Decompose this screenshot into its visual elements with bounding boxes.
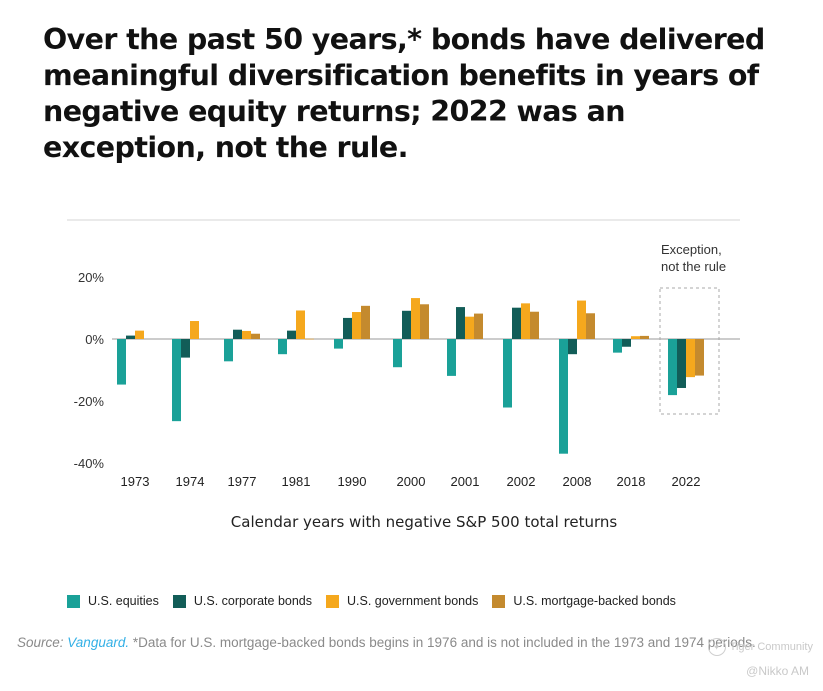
bar-government-1981 (296, 310, 305, 339)
x-tick-label-2018: 2018 (617, 474, 646, 489)
bar-government-2008 (577, 300, 586, 339)
handle-watermark: @Nikko AM (746, 664, 809, 678)
source-label: Source: (17, 635, 64, 650)
source-link-vanguard[interactable]: Vanguard. (67, 635, 130, 650)
chart-legend: U.S. equities U.S. corporate bonds U.S. … (67, 592, 690, 610)
footnote-text: *Data for U.S. mortgage-backed bonds beg… (132, 635, 756, 650)
x-tick-label-1990: 1990 (338, 474, 367, 489)
bar-mortgage-2022 (695, 339, 704, 376)
bar-corporate-1974 (181, 339, 190, 358)
bar-equities-2008 (559, 339, 568, 454)
x-tick-label-2022: 2022 (672, 474, 701, 489)
bar-chart: 20% 0% -20% -40% 1973 1974 1977 1981 1990 2000 20… (67, 219, 740, 531)
bar-government-1977 (242, 330, 251, 339)
bar-equities-2001 (447, 339, 456, 376)
bar-corporate-2022 (677, 339, 686, 388)
bar-equities-2018 (613, 339, 622, 353)
x-tick-label-1977: 1977 (228, 474, 257, 489)
exception-annotation-line-1: Exception, (661, 242, 722, 257)
bar-mortgage-1990 (361, 305, 370, 339)
bar-mortgage-2002 (530, 311, 539, 339)
bar-corporate-1977 (233, 329, 242, 339)
y-tick-label: -40% (74, 456, 105, 471)
community-watermark: ✦ Tiger Community (707, 638, 813, 656)
y-axis: 20% 0% -20% -40% (74, 270, 105, 471)
x-tick-label-2001: 2001 (451, 474, 480, 489)
bar-mortgage-2008 (586, 313, 595, 339)
legend-label-corporate: U.S. corporate bonds (193, 594, 312, 608)
community-watermark-text: Tiger Community (729, 641, 813, 653)
x-axis-label: Calendar years with negative S&P 500 tot… (231, 513, 618, 531)
bar-corporate-2000 (402, 310, 411, 339)
bar-mortgage-2018 (640, 335, 649, 339)
legend-swatch-corporate (172, 594, 186, 608)
legend-swatch-government (326, 594, 339, 608)
x-tick-label-1981: 1981 (282, 474, 311, 489)
bar-corporate-1990 (343, 317, 352, 339)
x-tick-label-1973: 1973 (121, 474, 150, 489)
bar-equities-1981 (278, 339, 287, 355)
legend-item-mortgage: U.S. mortgage-backed bonds (492, 594, 676, 608)
exception-annotation-line-2: not the rule (661, 259, 726, 274)
bar-equities-1990 (334, 339, 343, 349)
legend-item-equities: U.S. equities (67, 594, 159, 608)
bar-government-1990 (352, 312, 361, 339)
bar-government-2018 (631, 336, 640, 339)
bar-mortgage-1981 (305, 338, 314, 340)
y-tick-label: 20% (78, 270, 104, 285)
y-tick-label: 0% (85, 332, 104, 347)
x-tick-label-2000: 2000 (397, 474, 426, 489)
x-axis: 1973 1974 1977 1981 1990 2000 2001 2002 2008 2018… (121, 474, 701, 489)
bar-mortgage-2000 (420, 304, 429, 339)
bar-equities-2000 (393, 339, 402, 368)
bar-equities-1977 (224, 339, 233, 362)
legend-item-corporate: U.S. corporate bonds (172, 594, 312, 608)
chart-title: Over the past 50 years,* bonds have deli… (43, 23, 765, 164)
legend-swatch-equities (67, 594, 80, 608)
bar-government-1974 (190, 321, 199, 339)
bar-government-1973 (135, 330, 144, 339)
bar-government-2002 (521, 303, 530, 339)
x-tick-label-2008: 2008 (563, 474, 592, 489)
legend-item-government: U.S. government bonds (326, 594, 478, 608)
y-tick-label: -20% (74, 394, 105, 409)
bars-group (117, 298, 704, 454)
bar-equities-2022 (668, 339, 677, 396)
exception-highlight-box (659, 287, 720, 415)
x-tick-label-1974: 1974 (176, 474, 205, 489)
bar-mortgage-1977 (251, 333, 260, 339)
bar-equities-1974 (172, 339, 181, 422)
bar-corporate-2008 (568, 339, 577, 355)
source-footnote: Source: Vanguard. *Data for U.S. mortgag… (17, 630, 797, 655)
bar-government-2001 (465, 316, 474, 339)
bar-corporate-1973 (126, 335, 135, 339)
x-tick-label-2002: 2002 (507, 474, 536, 489)
bar-government-2022 (686, 339, 695, 378)
bar-corporate-2002 (512, 307, 521, 339)
bar-government-2000 (411, 298, 420, 339)
bar-corporate-2001 (456, 307, 465, 339)
bar-mortgage-2001 (474, 313, 483, 339)
legend-label-government: U.S. government bonds (347, 594, 479, 608)
bar-corporate-1981 (287, 330, 296, 339)
legend-label-equities: U.S. equities (88, 594, 159, 608)
legend-label-mortgage: U.S. mortgage-backed bonds (513, 594, 676, 608)
legend-swatch-mortgage (492, 594, 506, 608)
bar-corporate-2018 (622, 339, 631, 347)
tiger-logo-icon: ✦ (707, 638, 726, 656)
bar-equities-1973 (117, 339, 126, 385)
bar-equities-2002 (503, 339, 512, 408)
